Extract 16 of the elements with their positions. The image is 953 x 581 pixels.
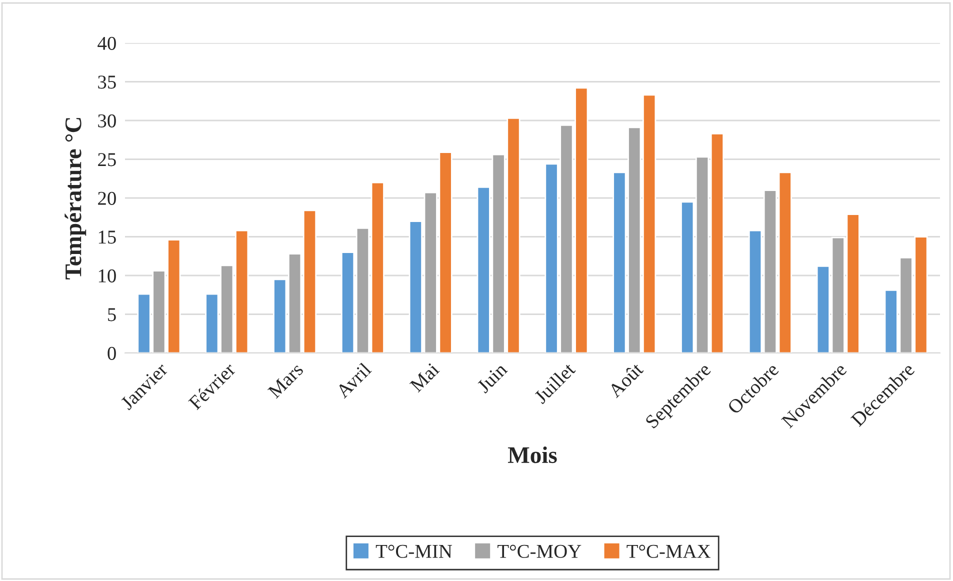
- y-tick-label: 15: [98, 230, 116, 244]
- y-tick-label: 35: [98, 76, 116, 89]
- y-tick-label: 5: [108, 308, 116, 322]
- x-tick-label: Juin: [476, 362, 508, 394]
- x-tick-label: Mai: [409, 362, 440, 393]
- y-tick-label: 10: [98, 269, 116, 282]
- y-tick-label: 20: [98, 192, 116, 205]
- x-axis-title: Mois: [508, 446, 557, 464]
- legend-label: T°C-MAX: [626, 544, 710, 558]
- y-axis-title: Température °C: [64, 118, 86, 280]
- legend-label: T°C-MIN: [376, 544, 452, 558]
- y-tick-label: 30: [98, 114, 116, 128]
- y-tick-label: 40: [98, 36, 116, 50]
- legend-label: T°C-MOY: [498, 544, 582, 558]
- y-tick-label: 25: [98, 153, 116, 166]
- y-tick-label: 0: [108, 346, 116, 360]
